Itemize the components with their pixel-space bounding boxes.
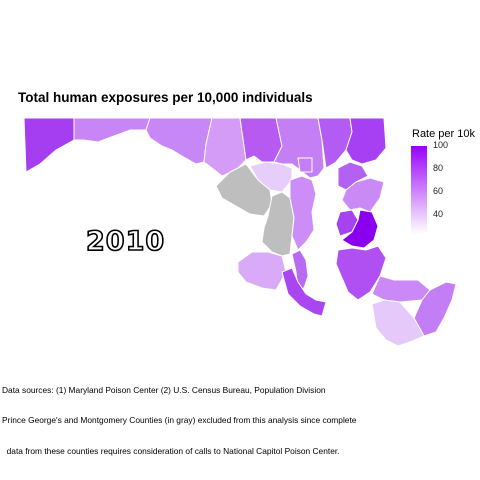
- county-washington: [145, 117, 213, 165]
- county-carroll: [239, 117, 283, 163]
- county-anne-arundel: [289, 175, 317, 251]
- county-calvert: [291, 249, 309, 291]
- county-prince-georges: [261, 191, 295, 257]
- county-cecil: [345, 117, 387, 165]
- legend-title: Rate per 10k: [412, 128, 475, 140]
- map-title: Total human exposures per 10,000 individ…: [18, 90, 313, 105]
- county-garrett: [23, 117, 75, 173]
- county-st-marys: [281, 267, 327, 317]
- sources-line: Data sources: (1) Maryland Poison Center…: [2, 384, 326, 395]
- sources-line: Prince George's and Montgomery Counties …: [2, 415, 357, 426]
- county-somerset: [371, 299, 425, 347]
- county-kent: [337, 161, 369, 191]
- data-sources-note: Data sources: (1) Maryland Poison Center…: [2, 364, 356, 467]
- county-dorchester: [335, 245, 387, 301]
- county-queen-annes: [341, 177, 385, 213]
- county-baltimore-city: [297, 157, 313, 173]
- legend-tick-label: 40: [433, 209, 444, 219]
- year-label: 2010: [85, 225, 166, 258]
- sources-line: data from these counties requires consid…: [2, 446, 340, 457]
- legend-tick-label: 60: [433, 186, 444, 196]
- legend-color-bar: [411, 146, 427, 234]
- county-charles: [237, 251, 287, 291]
- county-allegany: [73, 117, 151, 143]
- legend-tick-label: 100: [433, 140, 449, 150]
- legend-tick-label: 80: [433, 163, 444, 173]
- county-caroline: [341, 209, 379, 249]
- county-wicomico: [371, 275, 431, 303]
